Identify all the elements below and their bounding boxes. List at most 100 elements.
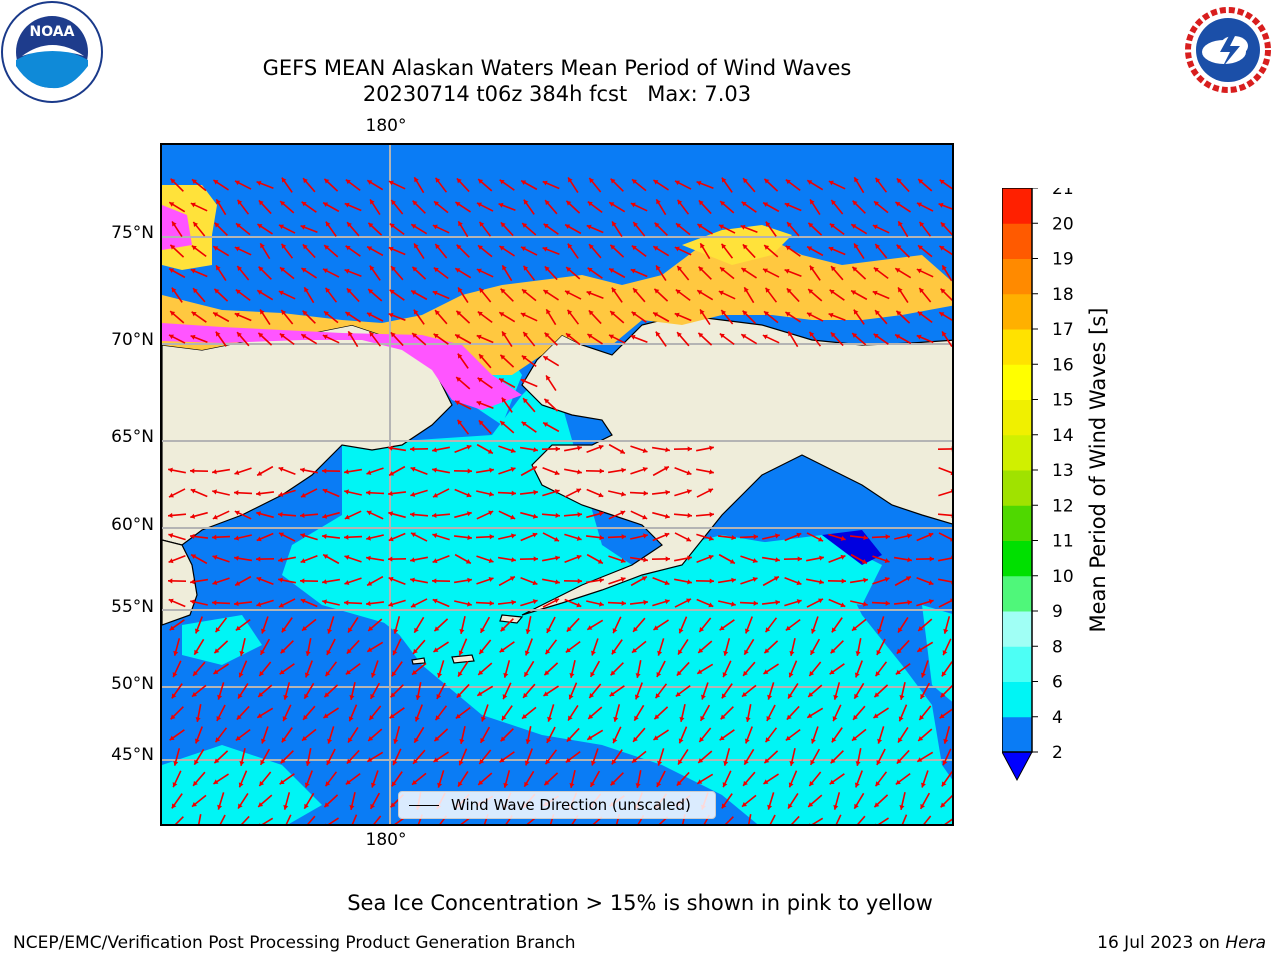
wave-arrow-head (412, 200, 418, 206)
wave-arrow (724, 816, 734, 824)
wave-arrow-head (258, 692, 264, 697)
wave-arrow-head (657, 650, 663, 656)
wave-arrow-head (741, 201, 747, 207)
wave-arrow-head (609, 691, 615, 697)
wave-arrow-head (621, 467, 626, 473)
wave-arrow-head (256, 576, 262, 582)
wave-arrow-head (503, 782, 509, 788)
wave-arrow-head (788, 693, 793, 699)
wave-arrow-head (918, 626, 924, 631)
wave-arrow-head (896, 178, 902, 184)
wave-arrow-head (235, 289, 241, 295)
wave-arrow-head (327, 738, 333, 744)
wave-arrow-head (393, 628, 399, 634)
wave-arrow-head (942, 331, 947, 337)
wave-arrow-head (481, 716, 486, 722)
wave-arrow-head (168, 578, 173, 584)
wave-arrow-head (456, 310, 462, 316)
wave-arrow-head (190, 579, 195, 585)
wave-arrow-head (854, 672, 860, 678)
wave-arrow-head (701, 694, 706, 700)
wave-arrow-head (942, 265, 947, 271)
wave-arrow-head (280, 648, 286, 654)
wave-arrow-head (789, 761, 795, 766)
wave-arrow-head (435, 715, 441, 721)
wave-arrow-head (555, 512, 560, 518)
wave-arrow-head (720, 714, 726, 720)
wave-arrow-head (664, 580, 670, 586)
wave-arrow-head (458, 650, 464, 656)
wave-arrow-head (432, 598, 438, 604)
wave-arrow-head (699, 627, 705, 632)
wave-arrow-head (466, 492, 472, 498)
wave-arrow-head (634, 715, 639, 721)
wave-arrow-head (564, 290, 570, 296)
wave-arrow-head (928, 580, 934, 586)
wave-arrow-head (665, 489, 670, 495)
wave-arrow-head (853, 714, 858, 720)
wave-arrow-head (432, 447, 437, 453)
wave-arrow-head (305, 651, 311, 656)
wave-arrow-head (762, 334, 768, 340)
wave-arrow-head (502, 825, 507, 826)
wave-arrow-head (432, 290, 438, 296)
wave-arrow-head (545, 200, 550, 206)
wave-arrow-head (324, 178, 330, 184)
wave-arrow-head (521, 421, 527, 427)
wave-arrow-head (587, 334, 593, 339)
wave-arrow-head (487, 449, 493, 454)
wave-arrow-head (500, 736, 506, 742)
wave-arrow-head (742, 801, 747, 807)
wave-arrow-head (566, 267, 572, 272)
wave-arrow-head (521, 180, 527, 185)
wave-arrow-head (171, 825, 176, 826)
wave-arrow-head (280, 267, 285, 273)
wave-arrow-head (951, 446, 952, 452)
wave-arrow-head (753, 600, 758, 606)
wave-arrow-head (500, 421, 506, 426)
wave-arrow-head (941, 781, 947, 787)
wave-arrow-head (674, 180, 680, 186)
wave-arrow-head (173, 760, 179, 766)
wave-arrow-head (633, 222, 639, 227)
wave-arrow-head (260, 649, 265, 655)
wave-arrow-head (597, 559, 603, 564)
wave-arrow-head (731, 601, 736, 607)
wave-arrow-head (344, 555, 350, 560)
wave-arrow-head (543, 290, 549, 295)
wave-arrow-head (587, 267, 593, 273)
wave-arrow-head (833, 694, 839, 700)
wave-arrow-head (238, 803, 243, 809)
wave-arrow-head (388, 576, 394, 582)
wave-arrow-head (576, 535, 582, 541)
wave-arrow-head (744, 649, 749, 655)
wave-arrow-head (170, 178, 176, 184)
wave-arrow-head (458, 287, 463, 293)
wave-arrow-head (785, 312, 791, 317)
wave-arrow-head (303, 825, 308, 826)
wave-arrow-head (544, 670, 550, 676)
wave-arrow-head (212, 514, 218, 520)
wave-arrow-head (677, 266, 683, 271)
wave-arrow-head (234, 535, 239, 541)
wave-arrow-head (742, 691, 747, 697)
wave-arrow-head (767, 804, 773, 810)
wave-arrow-head (731, 535, 736, 541)
wave-arrow-head (300, 492, 306, 498)
wave-arrow-head (325, 823, 327, 824)
wave-arrow-head (433, 267, 439, 273)
wave-arrow-head (194, 649, 199, 655)
wave-arrow-head (788, 331, 793, 337)
wave-arrow-head (283, 694, 289, 700)
wave-arrow-head (709, 469, 714, 475)
wave-arrow-head (345, 779, 351, 785)
wave-arrow-head (465, 559, 471, 564)
wave-arrow-head (731, 577, 736, 583)
wave-arrow-head (542, 180, 548, 186)
wave-arrow-head (489, 491, 494, 497)
wave-arrow-head (588, 714, 594, 719)
wave-arrow-head (722, 672, 728, 678)
wave-arrow-head (302, 244, 308, 250)
wave-arrow-head (171, 287, 177, 293)
wave-arrow-head (621, 600, 626, 606)
